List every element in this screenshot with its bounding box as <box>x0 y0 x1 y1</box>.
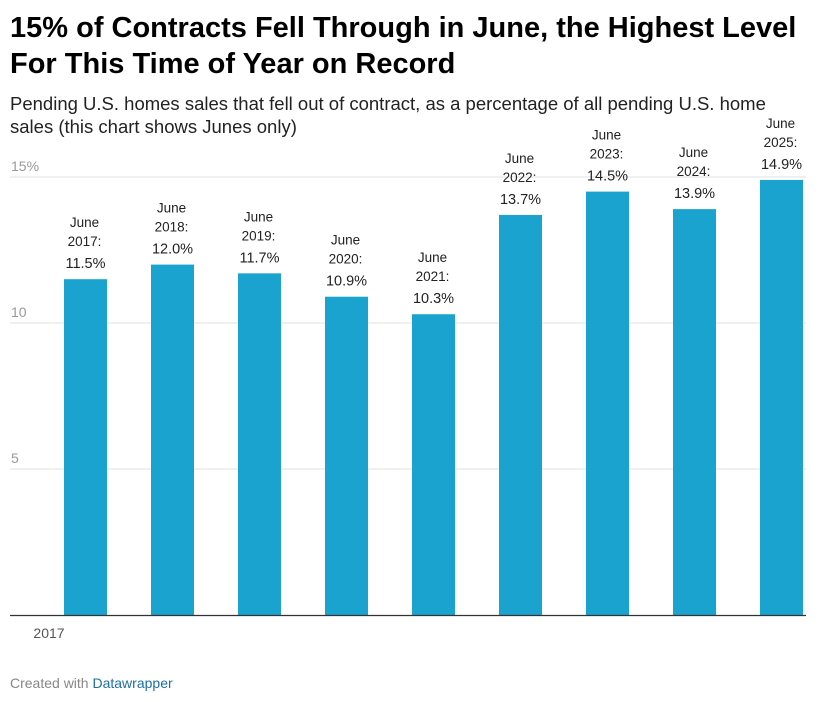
bar-category-label: June <box>157 201 186 216</box>
bar-category-label: June <box>244 209 273 224</box>
bar-value-label: 13.9% <box>674 186 715 202</box>
bar-category-label: 2024: <box>677 164 711 179</box>
y-tick-label: 15% <box>11 158 39 174</box>
bar-category-label: June <box>766 116 795 131</box>
bar-category-label: June <box>592 128 621 143</box>
bar <box>412 314 455 615</box>
bar-value-label: 12.0% <box>152 242 193 258</box>
bar-category-label: 2023: <box>590 147 624 162</box>
bar-category-label: June <box>418 250 447 265</box>
bar-category-label: June <box>505 151 534 166</box>
bar-category-label: 2021: <box>416 269 450 284</box>
footer-brand-link[interactable]: Datawrapper <box>92 675 173 691</box>
footer-created-with: Created with <box>10 675 89 691</box>
bar-value-label: 14.5% <box>587 169 628 185</box>
bar <box>760 179 803 616</box>
bar-category-label: 2017: <box>68 234 102 249</box>
bar-category-label: 2019: <box>242 228 276 243</box>
bar-value-label: 14.9% <box>761 157 802 173</box>
bar <box>64 279 107 615</box>
bar-value-label: 10.9% <box>326 274 367 290</box>
y-tick-label: 10 <box>11 304 27 320</box>
bar-value-label: 10.3% <box>413 291 454 307</box>
chart-subtitle: Pending U.S. homes sales that fell out o… <box>10 93 766 137</box>
x-tick-label: 2017 <box>33 625 64 641</box>
y-tick-label: 5 <box>11 450 19 466</box>
bar-value-label: 11.7% <box>239 250 279 266</box>
bar-category-label: 2020: <box>329 252 363 267</box>
footer: Created with Datawrapper <box>10 675 173 691</box>
bar <box>673 209 716 615</box>
bar-category-label: June <box>331 233 360 248</box>
bar-category-label: 2018: <box>155 220 189 235</box>
chart-title: 15% of Contracts Fell Through in June, t… <box>10 12 797 80</box>
bar <box>325 296 368 615</box>
bar-category-label: 2025: <box>764 135 798 150</box>
bar-value-label: 11.5% <box>65 256 105 272</box>
bar-category-label: June <box>679 145 708 160</box>
bar <box>238 273 281 615</box>
bar-category-label: 2022: <box>503 170 537 185</box>
bar-value-label: 13.7% <box>500 192 541 208</box>
bar-category-label: June <box>70 215 99 230</box>
bar <box>586 191 629 615</box>
bar <box>151 264 194 615</box>
bar <box>499 214 542 615</box>
